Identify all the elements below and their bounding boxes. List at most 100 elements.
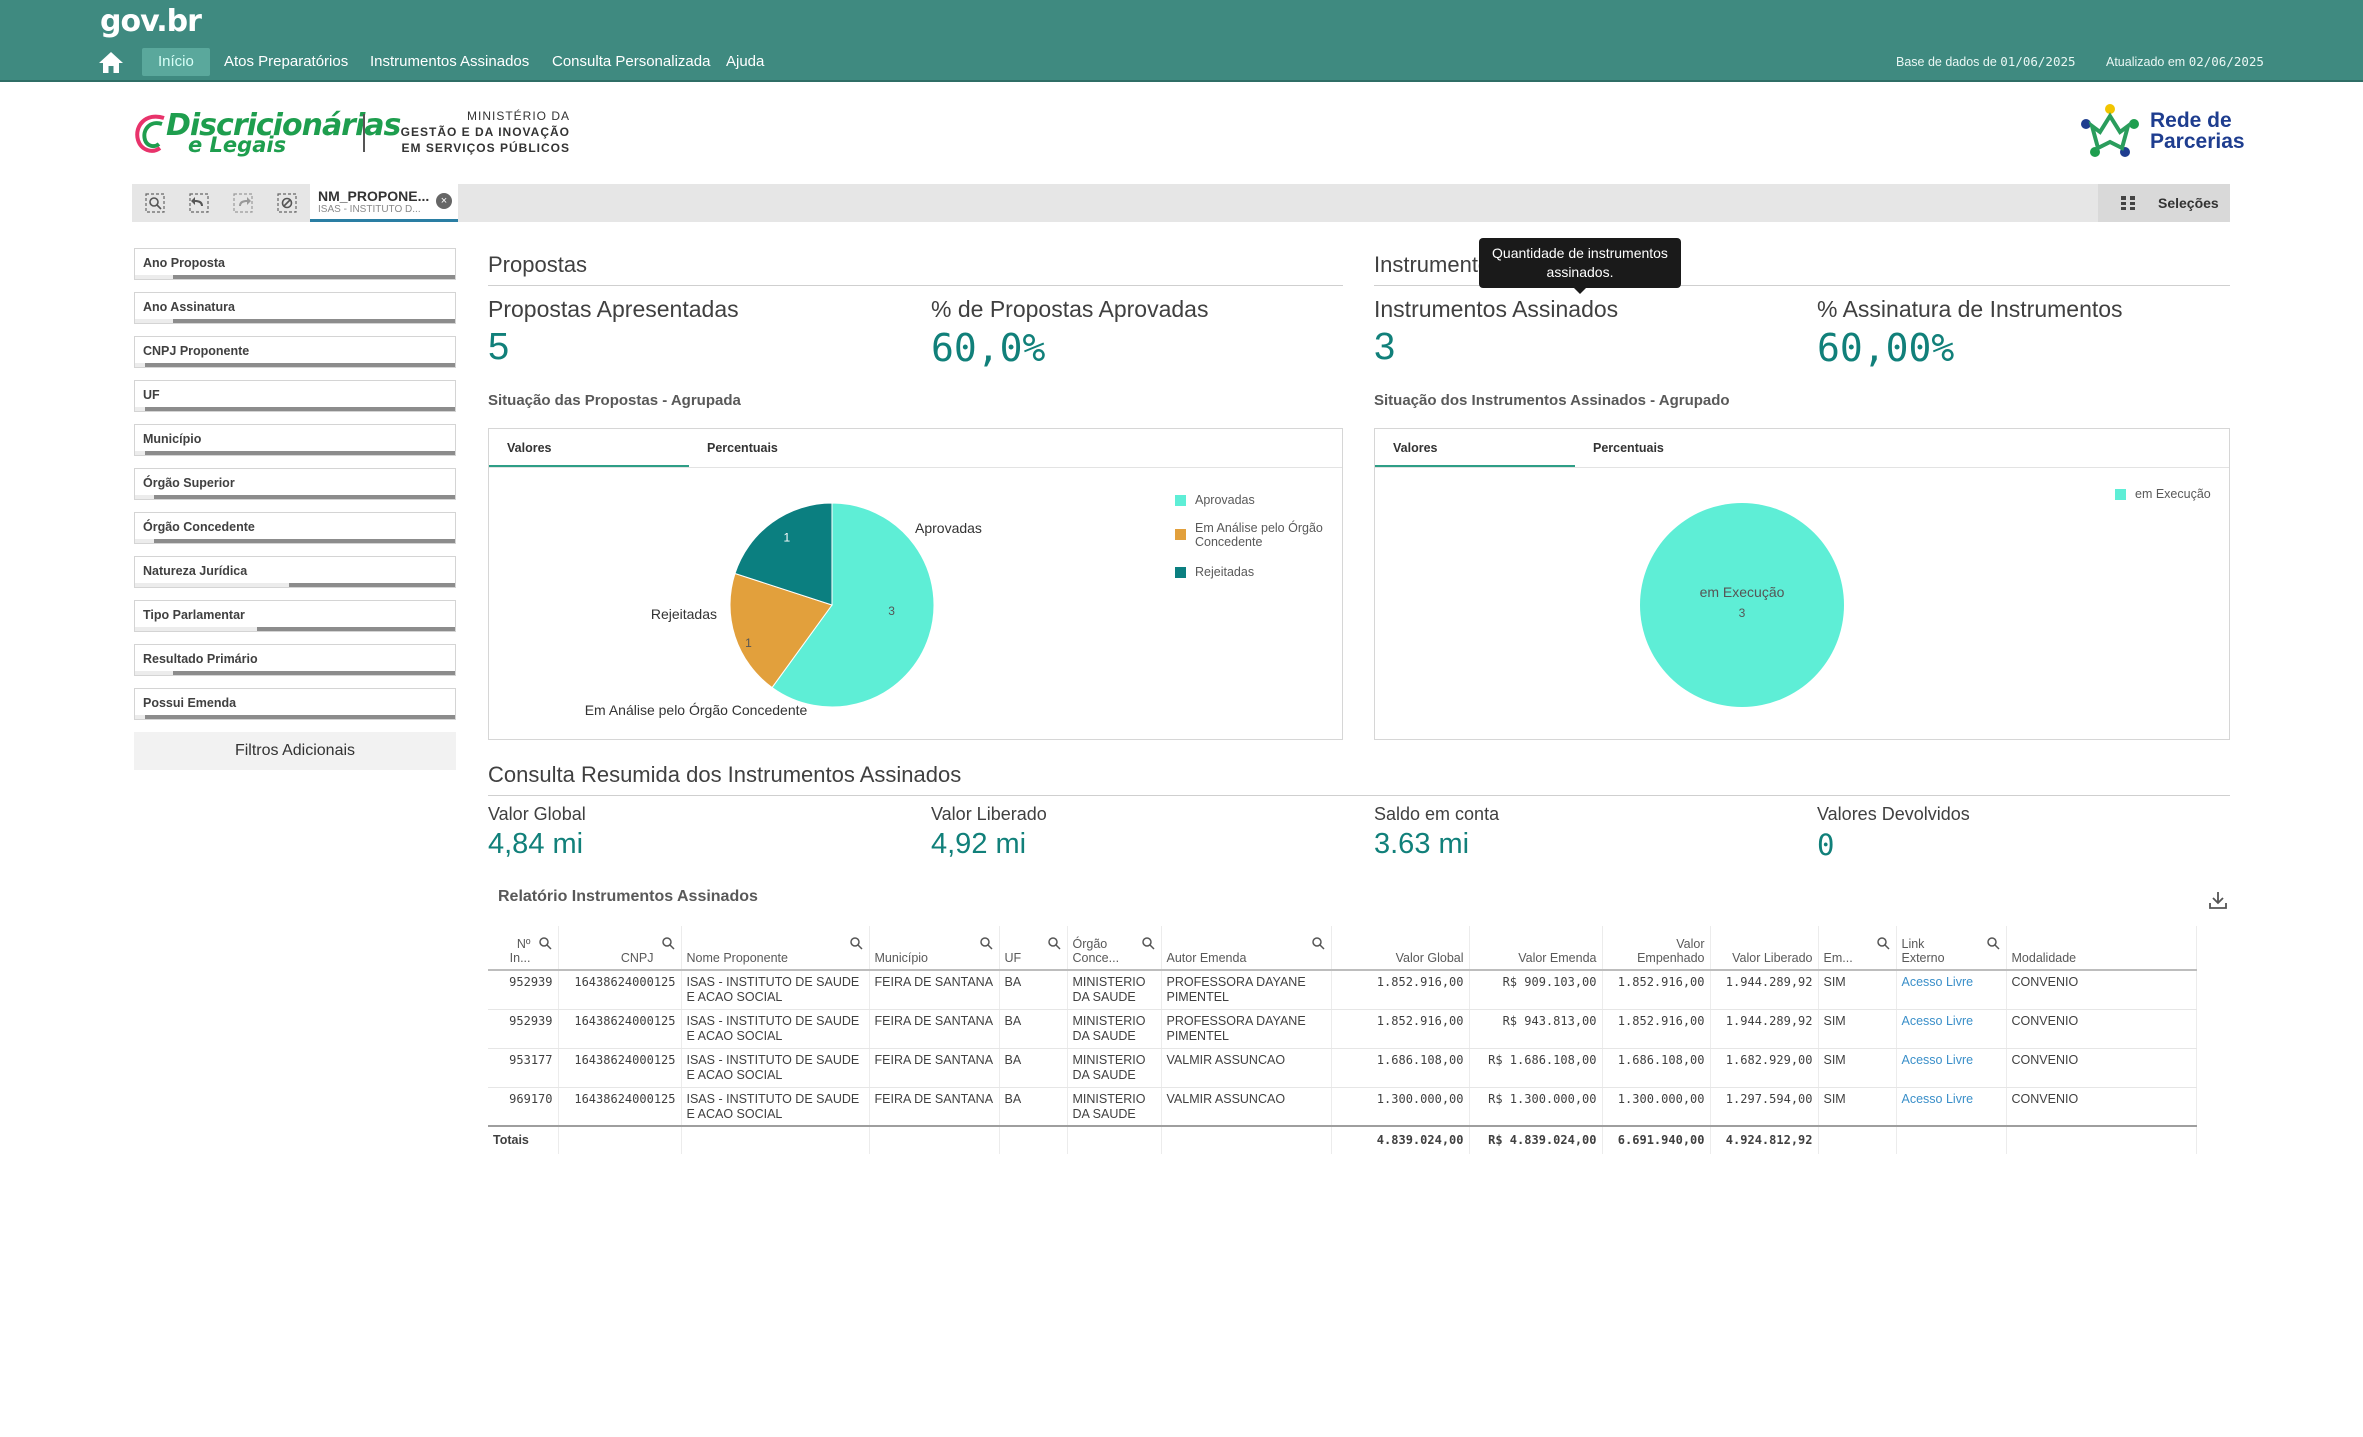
column-header[interactable]: Valor Emenda xyxy=(1469,926,1603,971)
logo-swirl-icon xyxy=(135,114,165,153)
column-header[interactable]: Autor Emenda xyxy=(1161,926,1332,971)
column-header[interactable]: UF xyxy=(999,926,1068,971)
filter-resultado-primario[interactable]: Resultado Primário xyxy=(134,644,456,676)
consulta-divider xyxy=(488,795,2230,796)
column-header[interactable]: Valor Global xyxy=(1331,926,1470,971)
filter-orgao-concedente[interactable]: Órgão Concedente xyxy=(134,512,456,544)
column-header[interactable]: Em... xyxy=(1818,926,1897,971)
search-icon[interactable] xyxy=(1876,936,1890,950)
table-cell: R$ 1.300.000,00 xyxy=(1469,1087,1603,1127)
home-icon[interactable] xyxy=(98,50,124,74)
nav-atos-preparatorios[interactable]: Atos Preparatórios xyxy=(224,53,349,70)
column-header[interactable]: Valor Empenhado xyxy=(1602,926,1711,971)
table-cell: 16438624000125 xyxy=(558,970,682,1010)
search-icon[interactable] xyxy=(1986,936,2000,950)
nav-ajuda[interactable]: Ajuda xyxy=(726,53,765,70)
column-header[interactable]: Nº In... xyxy=(488,926,559,971)
filter-tipo-parlamentar[interactable]: Tipo Parlamentar xyxy=(134,600,456,632)
column-header[interactable]: Município xyxy=(869,926,1000,971)
valor-global-label: Valor Global xyxy=(488,804,586,824)
filter-frequency-bar xyxy=(135,407,455,411)
tab-valores[interactable]: Valores xyxy=(489,429,689,467)
tab-percentuais[interactable]: Percentuais xyxy=(707,441,778,455)
legend-aprovadas[interactable]: Aprovadas xyxy=(1175,493,1255,507)
search-icon[interactable] xyxy=(1141,936,1155,950)
column-header[interactable]: Nome Proponente xyxy=(681,926,870,971)
filter-uf[interactable]: UF xyxy=(134,380,456,412)
database-date-label: Base de dados de xyxy=(1896,55,1997,69)
tab-divider xyxy=(489,467,1342,468)
table-cell: 1.297.594,00 xyxy=(1710,1087,1819,1127)
download-icon[interactable] xyxy=(2206,888,2230,912)
totals-cell: 4.839.024,00 xyxy=(1331,1125,1470,1154)
nav-instrumentos-assinados[interactable]: Instrumentos Assinados xyxy=(370,53,530,70)
pie-slice-em-execucao[interactable] xyxy=(1640,503,1844,707)
ministerio-line-3: EM SERVIÇOS PÚBLICOS xyxy=(401,141,570,155)
column-header[interactable]: Órgão Conce... xyxy=(1067,926,1162,971)
filter-frequency-bar xyxy=(135,495,455,499)
table-cell: FEIRA DE SANTANA xyxy=(869,1087,1000,1127)
search-icon[interactable] xyxy=(661,936,675,950)
filter-ano-proposta[interactable]: Ano Proposta xyxy=(134,248,456,280)
table-row[interactable]: 952939 16438624000125 ISAS - INSTITUTO DE … xyxy=(488,970,2197,1010)
filter-natureza-juridica[interactable]: Natureza Jurídica xyxy=(134,556,456,588)
rede-de-parcerias-logo: Rede de Parcerias xyxy=(2078,102,2245,158)
filter-municipio[interactable]: Município xyxy=(134,424,456,456)
search-icon[interactable] xyxy=(1047,936,1061,950)
column-header[interactable]: CNPJ xyxy=(558,926,682,971)
govbr-logo[interactable]: gov.br xyxy=(100,4,202,39)
search-icon[interactable] xyxy=(1311,936,1325,950)
data-label-aprovadas: 3 xyxy=(888,604,895,618)
filter-cnpj-proponente[interactable]: CNPJ Proponente xyxy=(134,336,456,368)
step-back-icon[interactable] xyxy=(188,192,210,214)
column-header[interactable]: Valor Liberado xyxy=(1710,926,1819,971)
pie-slice-em-analise-pelo-orgao-concedente[interactable] xyxy=(729,572,833,689)
acesso-livre-link[interactable]: Acesso Livre xyxy=(1896,970,2007,1010)
table-cell: 953177 xyxy=(488,1048,559,1088)
column-header[interactable]: Link Externo xyxy=(1896,926,2007,971)
filter-label: Órgão Superior xyxy=(143,476,235,490)
search-icon[interactable] xyxy=(979,936,993,950)
table-row[interactable]: 953177 16438624000125 ISAS - INSTITUTO DE … xyxy=(488,1048,2197,1088)
selecoes-label: Seleções xyxy=(2158,195,2219,211)
clear-selections-icon[interactable] xyxy=(276,192,298,214)
table-row[interactable]: 952939 16438624000125 ISAS - INSTITUTO DE … xyxy=(488,1009,2197,1049)
filter-ano-assinatura[interactable]: Ano Assinatura xyxy=(134,292,456,324)
selection-chip-nm-proponente[interactable]: NM_PROPONE... ISAS - INSTITUTO D... × xyxy=(310,184,458,222)
updated-date-label: Atualizado em xyxy=(2106,55,2186,69)
filter-possui-emenda[interactable]: Possui Emenda xyxy=(134,688,456,720)
table-cell: MINISTERIO DA SAUDE xyxy=(1067,970,1162,1010)
smart-search-icon[interactable] xyxy=(144,192,166,214)
table-cell: BA xyxy=(999,1048,1068,1088)
legend-label: Em Análise pelo Órgão Concedente xyxy=(1195,521,1323,549)
table-row[interactable]: 969170 16438624000125 ISAS - INSTITUTO DE … xyxy=(488,1087,2197,1127)
instrumentos-pie-chart[interactable]: em Execução 3 xyxy=(1375,467,2229,739)
ministerio-line-2: GESTÃO E DA INOVAÇÃO xyxy=(400,125,570,139)
tab-percentuais[interactable]: Percentuais xyxy=(1593,441,1664,455)
legend-em-analise[interactable]: Em Análise pelo Órgão Concedente xyxy=(1175,521,1325,549)
acesso-livre-link[interactable]: Acesso Livre xyxy=(1896,1009,2007,1049)
search-icon[interactable] xyxy=(849,936,863,950)
legend-rejeitadas[interactable]: Rejeitadas xyxy=(1175,565,1254,579)
legend-em-execucao[interactable]: em Execução xyxy=(2115,487,2211,501)
pie-slice-rejeitadas[interactable] xyxy=(734,502,833,606)
tab-valores[interactable]: Valores xyxy=(1375,429,1575,467)
acesso-livre-link[interactable]: Acesso Livre xyxy=(1896,1048,2007,1088)
acesso-livre-link[interactable]: Acesso Livre xyxy=(1896,1087,2007,1127)
filter-frequency-gap xyxy=(135,407,145,411)
close-icon[interactable]: × xyxy=(436,193,452,209)
filter-label: Resultado Primário xyxy=(143,652,258,666)
search-icon[interactable] xyxy=(538,936,552,950)
selecoes-button[interactable]: Seleções xyxy=(2098,184,2230,222)
propostas-pie-chart[interactable]: 3 1 1 Aprovadas Rejeitadas Em Análise pelo Ór… xyxy=(489,467,1342,739)
nav-inicio[interactable]: Início xyxy=(142,48,210,76)
column-header[interactable]: Modalidade xyxy=(2006,926,2197,971)
pie-slice-aprovadas[interactable] xyxy=(771,502,935,708)
step-forward-icon[interactable] xyxy=(232,192,254,214)
saldo-em-conta-label: Saldo em conta xyxy=(1374,804,1500,824)
filter-orgao-superior[interactable]: Órgão Superior xyxy=(134,468,456,500)
table-cell: R$ 909.103,00 xyxy=(1469,970,1603,1010)
filtros-adicionais-button[interactable]: Filtros Adicionais xyxy=(134,732,456,770)
nav-consulta-personalizada[interactable]: Consulta Personalizada xyxy=(552,53,711,70)
table-cell: FEIRA DE SANTANA xyxy=(869,970,1000,1010)
